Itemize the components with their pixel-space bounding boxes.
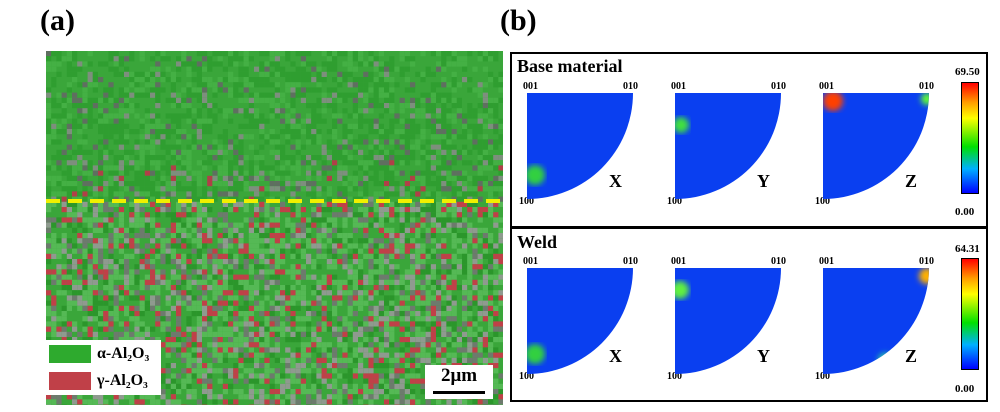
- pole-label-001: 001: [819, 256, 834, 267]
- color-bar-base: [961, 82, 979, 194]
- legend-item-gamma: γ-Al₂O₃: [46, 367, 161, 394]
- phase-legend: α-Al₂O₃ γ-Al₂O₃: [46, 340, 161, 395]
- pole-figure-z: 001 010 100 Z: [815, 256, 943, 388]
- pole-label-100: 100: [667, 371, 682, 382]
- pole-label-001: 001: [523, 256, 538, 267]
- panel-b-label: (b): [500, 4, 537, 37]
- cbar-max-weld: 64.31: [955, 243, 980, 255]
- pole-figure-x: 001 010 100 X: [519, 81, 647, 213]
- scale-bar-label: 2μm: [440, 365, 478, 386]
- pole-label-100: 100: [815, 371, 830, 382]
- panel-a-label: (a): [40, 4, 75, 37]
- pole-figure-plot: [823, 268, 929, 374]
- axis-letter-y: Y: [757, 346, 770, 366]
- legend-item-alpha: α-Al₂O₃: [46, 340, 161, 367]
- section-divider: [510, 226, 988, 229]
- pole-label-001: 001: [523, 81, 538, 92]
- pole-label-010: 010: [771, 81, 786, 92]
- cbar-min-weld: 0.00: [955, 383, 975, 395]
- legend-label-gamma: γ-Al₂O₃: [97, 371, 148, 389]
- legend-label-alpha: α-Al₂O₃: [97, 344, 150, 362]
- pole-figure-plot: [823, 93, 929, 199]
- phase-map: [46, 51, 503, 405]
- pole-label-010: 010: [919, 256, 934, 267]
- scale-bar-line: [433, 391, 485, 394]
- pole-figure-y: 001 010 100 Y: [667, 81, 795, 213]
- axis-letter-y: Y: [757, 171, 770, 191]
- pole-figure-z: 001 010 100 Z: [815, 81, 943, 213]
- section-title-base: Base material: [517, 56, 623, 76]
- axis-letter-x: X: [609, 346, 622, 366]
- pole-label-010: 010: [919, 81, 934, 92]
- pole-label-010: 010: [771, 256, 786, 267]
- pole-figure-x: 001 010 100 X: [519, 256, 647, 388]
- pole-label-100: 100: [519, 371, 534, 382]
- legend-swatch-gamma: [49, 371, 91, 390]
- scale-bar: 2μm: [425, 365, 493, 399]
- pole-label-001: 001: [671, 256, 686, 267]
- pole-figure-y: 001 010 100 Y: [667, 256, 795, 388]
- pole-label-010: 010: [623, 81, 638, 92]
- pole-label-001: 001: [671, 81, 686, 92]
- axis-letter-z: Z: [905, 346, 918, 366]
- pole-figure-plot: [675, 93, 781, 199]
- pole-figure-plot: [675, 268, 781, 374]
- pole-label-001: 001: [819, 81, 834, 92]
- section-title-weld: Weld: [517, 232, 558, 252]
- pole-figure-plot: [527, 268, 633, 374]
- axis-letter-x: X: [609, 171, 622, 191]
- cbar-max-base: 69.50: [955, 66, 980, 78]
- legend-swatch-alpha: [49, 344, 91, 363]
- pole-label-010: 010: [623, 256, 638, 267]
- color-bar-weld: [961, 258, 979, 370]
- pole-label-100: 100: [815, 196, 830, 207]
- pole-label-100: 100: [519, 196, 534, 207]
- cbar-min-base: 0.00: [955, 206, 975, 218]
- axis-letter-z: Z: [905, 171, 918, 191]
- pole-label-100: 100: [667, 196, 682, 207]
- pole-figure-plot: [527, 93, 633, 199]
